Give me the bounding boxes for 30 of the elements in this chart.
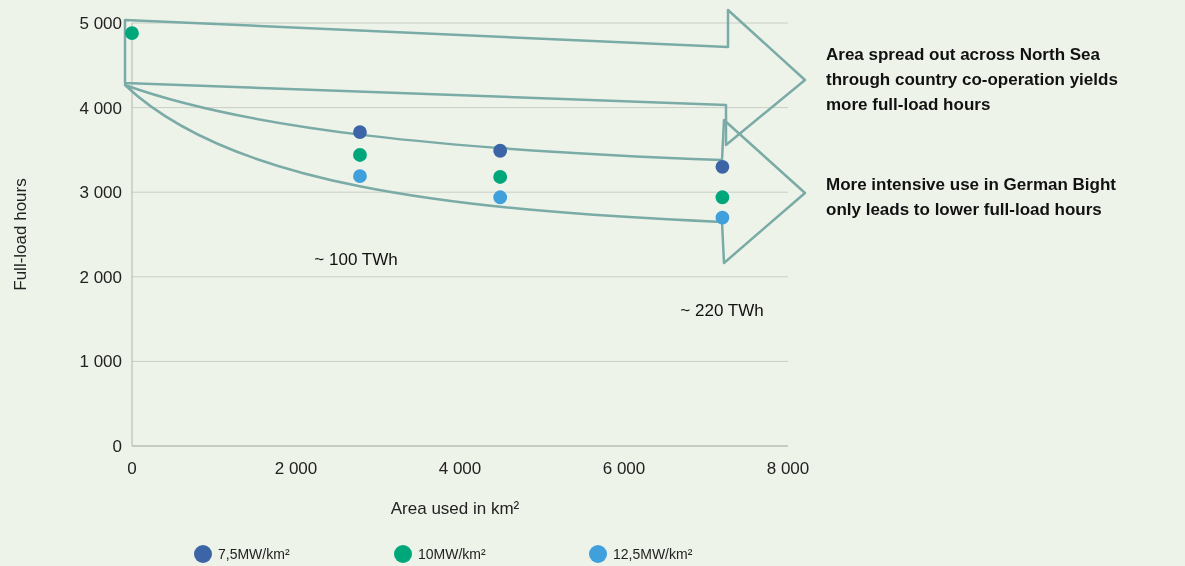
text: Area spread out across North Sea through country co-operation yields more full-load hours bbox=[826, 45, 1118, 114]
point bbox=[353, 169, 367, 184]
text: More intensive use in German Bight only leads to lower full-load hours bbox=[826, 175, 1117, 219]
x-tick-label: 6 000 bbox=[602, 459, 646, 478]
y-axis-title: Full-load hours bbox=[11, 178, 30, 291]
point bbox=[353, 125, 367, 140]
point bbox=[125, 26, 139, 41]
annotation: ~ 100 TWh bbox=[314, 250, 398, 269]
x-tick-label: 2 000 bbox=[274, 459, 318, 478]
legend-label: 10MW/km² bbox=[418, 545, 486, 562]
y-tick-label: 2 000 bbox=[79, 267, 122, 287]
y-tick-label: 0 bbox=[112, 436, 122, 456]
point bbox=[715, 190, 730, 205]
y-tick-label: 1 000 bbox=[79, 352, 122, 372]
y-tick-label: 5 000 bbox=[79, 13, 122, 33]
point bbox=[353, 148, 367, 162]
x-axis-title: Area used in km² bbox=[390, 499, 520, 518]
point bbox=[715, 159, 730, 174]
legend-label: 7,5MW/km² bbox=[218, 545, 290, 562]
point bbox=[493, 143, 508, 158]
y-tick-label: 3 000 bbox=[79, 183, 122, 203]
legend-label: 12,5MW/km² bbox=[613, 545, 693, 562]
point bbox=[493, 170, 508, 184]
annotation: ~ 220 TWh bbox=[680, 301, 764, 320]
point bbox=[493, 190, 508, 205]
y-tick-label: 4 000 bbox=[79, 98, 122, 118]
x-tick-label: 0 bbox=[127, 459, 137, 478]
point bbox=[715, 210, 730, 225]
x-tick-label: 8 000 bbox=[766, 459, 810, 478]
x-tick-label: 4 000 bbox=[438, 459, 482, 478]
